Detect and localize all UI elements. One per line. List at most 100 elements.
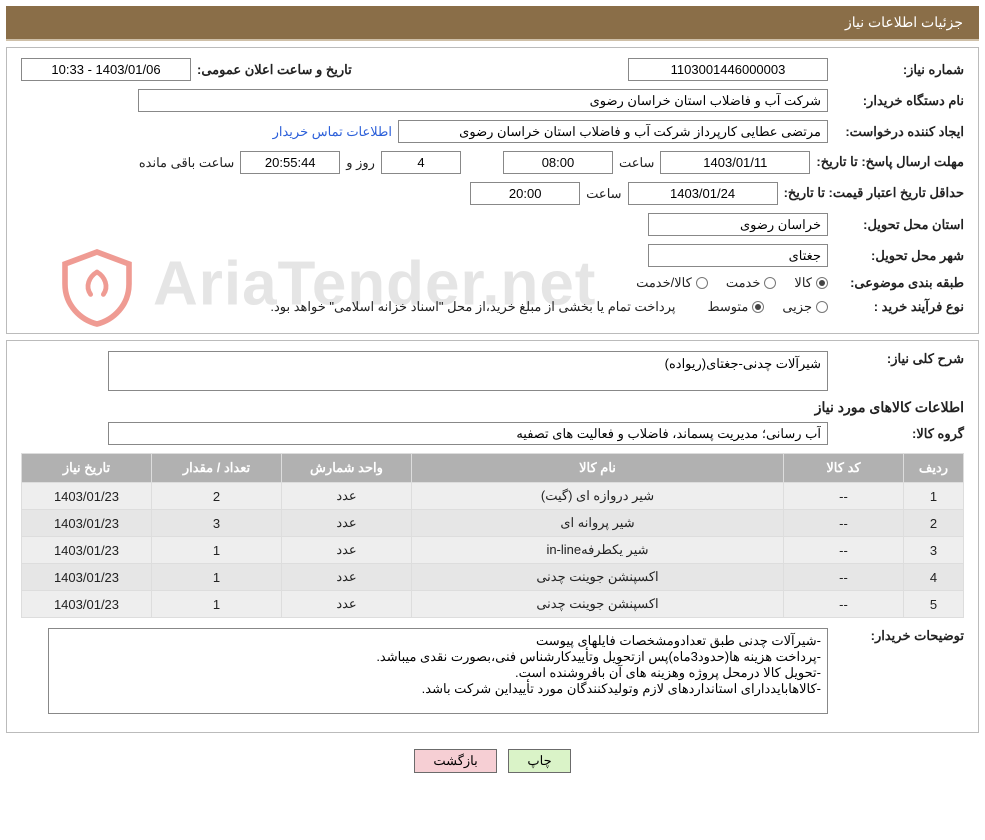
process-radio-group: جزیی متوسط: [707, 299, 828, 315]
row-category: طبقه بندی موضوعی: کالا خدمت کالا/خدمت: [21, 275, 964, 291]
desc-label: شرح کلی نیاز:: [834, 351, 964, 367]
cell-row: 4: [904, 564, 964, 591]
announce-input[interactable]: [21, 58, 191, 81]
row-process-type: نوع فرآیند خرید : جزیی متوسط پرداخت تمام…: [21, 299, 964, 315]
valid-label: حداقل تاریخ اعتبار قیمت: تا تاریخ:: [784, 185, 964, 202]
buyer-label: نام دستگاه خریدار:: [834, 93, 964, 109]
radio-dot-icon: [816, 277, 828, 289]
radio-goods-service[interactable]: کالا/خدمت: [636, 275, 708, 291]
buyer-notes-textarea[interactable]: -شیرآلات چدنی طبق تعدادومشخصات فایلهای پ…: [48, 628, 828, 714]
radio-service-label: خدمت: [726, 275, 761, 291]
city-label: شهر محل تحویل:: [834, 248, 964, 264]
valid-date-input[interactable]: [628, 182, 778, 205]
radio-medium[interactable]: متوسط: [707, 299, 764, 315]
th-date: تاریخ نیاز: [22, 454, 152, 483]
buyer-input[interactable]: [138, 89, 828, 112]
cell-name: اکسپنشن جوینت چدنی: [412, 564, 784, 591]
category-label: طبقه بندی موضوعی:: [834, 275, 964, 291]
cell-row: 2: [904, 510, 964, 537]
reply-date-input[interactable]: [660, 151, 810, 174]
cell-code: --: [784, 510, 904, 537]
table-header-row: ردیف کد کالا نام کالا واحد شمارش تعداد /…: [22, 454, 964, 483]
cell-date: 1403/01/23: [22, 510, 152, 537]
cell-qty: 1: [152, 591, 282, 618]
cell-date: 1403/01/23: [22, 537, 152, 564]
row-buyer: نام دستگاه خریدار:: [21, 89, 964, 112]
buyer-contact-link[interactable]: اطلاعات تماس خریدار: [273, 124, 392, 140]
panel-desc: شرح کلی نیاز: شیرآلات چدنی-جغتای(ریواده)…: [6, 340, 979, 733]
time-label-2: ساعت: [586, 186, 621, 202]
process-note: پرداخت تمام یا بخشی از مبلغ خرید،از محل …: [270, 299, 675, 315]
cell-qty: 1: [152, 564, 282, 591]
cell-name: شیر دروازه ای (گیت): [412, 483, 784, 510]
group-input[interactable]: [108, 422, 828, 445]
announce-label: تاریخ و ساعت اعلان عمومی:: [197, 62, 352, 78]
province-label: استان محل تحویل:: [834, 217, 964, 233]
need-no-input[interactable]: [628, 58, 828, 81]
time-label-1: ساعت: [619, 155, 654, 171]
category-radio-group: کالا خدمت کالا/خدمت: [636, 275, 828, 291]
cell-qty: 2: [152, 483, 282, 510]
th-unit: واحد شمارش: [282, 454, 412, 483]
cell-qty: 3: [152, 510, 282, 537]
print-button[interactable]: چاپ: [508, 749, 570, 773]
row-need-no: شماره نیاز: تاریخ و ساعت اعلان عمومی:: [21, 58, 964, 81]
table-row: 4--اکسپنشن جوینت چدنیعدد11403/01/23: [22, 564, 964, 591]
creator-input[interactable]: [398, 120, 828, 143]
row-valid-until: حداقل تاریخ اعتبار قیمت: تا تاریخ: ساعت: [21, 182, 964, 205]
cell-unit: عدد: [282, 537, 412, 564]
days-input[interactable]: [381, 151, 461, 174]
back-button[interactable]: بازگشت: [414, 749, 496, 773]
cell-date: 1403/01/23: [22, 483, 152, 510]
radio-goods-service-label: کالا/خدمت: [636, 275, 692, 291]
panel-details: AriaTender.net شماره نیاز: تاریخ و ساعت …: [6, 47, 979, 334]
cell-name: شیر یکطرفهin-line: [412, 537, 784, 564]
button-row: چاپ بازگشت: [0, 739, 985, 787]
desc-textarea[interactable]: شیرآلات چدنی-جغتای(ریواده): [108, 351, 828, 391]
table-row: 2--شیر پروانه ایعدد31403/01/23: [22, 510, 964, 537]
cell-unit: عدد: [282, 483, 412, 510]
radio-dot-icon: [752, 301, 764, 313]
days-and-label: روز و: [346, 155, 375, 171]
row-reply-deadline: مهلت ارسال پاسخ: تا تاریخ: ساعت روز و سا…: [21, 151, 964, 174]
radio-partial[interactable]: جزیی: [782, 299, 828, 315]
page-title: جزئیات اطلاعات نیاز: [845, 14, 963, 30]
goods-info-title: اطلاعات کالاهای مورد نیاز: [21, 399, 964, 416]
table-row: 3--شیر یکطرفهin-lineعدد11403/01/23: [22, 537, 964, 564]
reply-time-input[interactable]: [503, 151, 613, 174]
th-row: ردیف: [904, 454, 964, 483]
table-row: 1--شیر دروازه ای (گیت)عدد21403/01/23: [22, 483, 964, 510]
cell-code: --: [784, 591, 904, 618]
radio-dot-icon: [816, 301, 828, 313]
row-province: استان محل تحویل:: [21, 213, 964, 236]
cell-qty: 1: [152, 537, 282, 564]
group-label: گروه کالا:: [834, 426, 964, 442]
radio-goods[interactable]: کالا: [794, 275, 828, 291]
cell-row: 1: [904, 483, 964, 510]
cell-code: --: [784, 537, 904, 564]
creator-label: ایجاد کننده درخواست:: [834, 124, 964, 140]
reply-label: مهلت ارسال پاسخ: تا تاریخ:: [816, 154, 964, 171]
row-city: شهر محل تحویل:: [21, 244, 964, 267]
cell-unit: عدد: [282, 591, 412, 618]
cell-unit: عدد: [282, 510, 412, 537]
row-creator: ایجاد کننده درخواست: اطلاعات تماس خریدار: [21, 120, 964, 143]
city-input[interactable]: [648, 244, 828, 267]
title-underline: [6, 39, 979, 41]
goods-table: ردیف کد کالا نام کالا واحد شمارش تعداد /…: [21, 453, 964, 618]
radio-dot-icon: [696, 277, 708, 289]
page-title-bar: جزئیات اطلاعات نیاز: [6, 6, 979, 39]
cell-name: اکسپنشن جوینت چدنی: [412, 591, 784, 618]
province-input[interactable]: [648, 213, 828, 236]
valid-time-input[interactable]: [470, 182, 580, 205]
countdown-input[interactable]: [240, 151, 340, 174]
table-row: 5--اکسپنشن جوینت چدنیعدد11403/01/23: [22, 591, 964, 618]
need-no-label: شماره نیاز:: [834, 62, 964, 78]
radio-dot-icon: [764, 277, 776, 289]
cell-row: 3: [904, 537, 964, 564]
radio-partial-label: جزیی: [782, 299, 812, 315]
cell-date: 1403/01/23: [22, 564, 152, 591]
process-label: نوع فرآیند خرید :: [834, 299, 964, 315]
cell-date: 1403/01/23: [22, 591, 152, 618]
radio-service[interactable]: خدمت: [726, 275, 777, 291]
